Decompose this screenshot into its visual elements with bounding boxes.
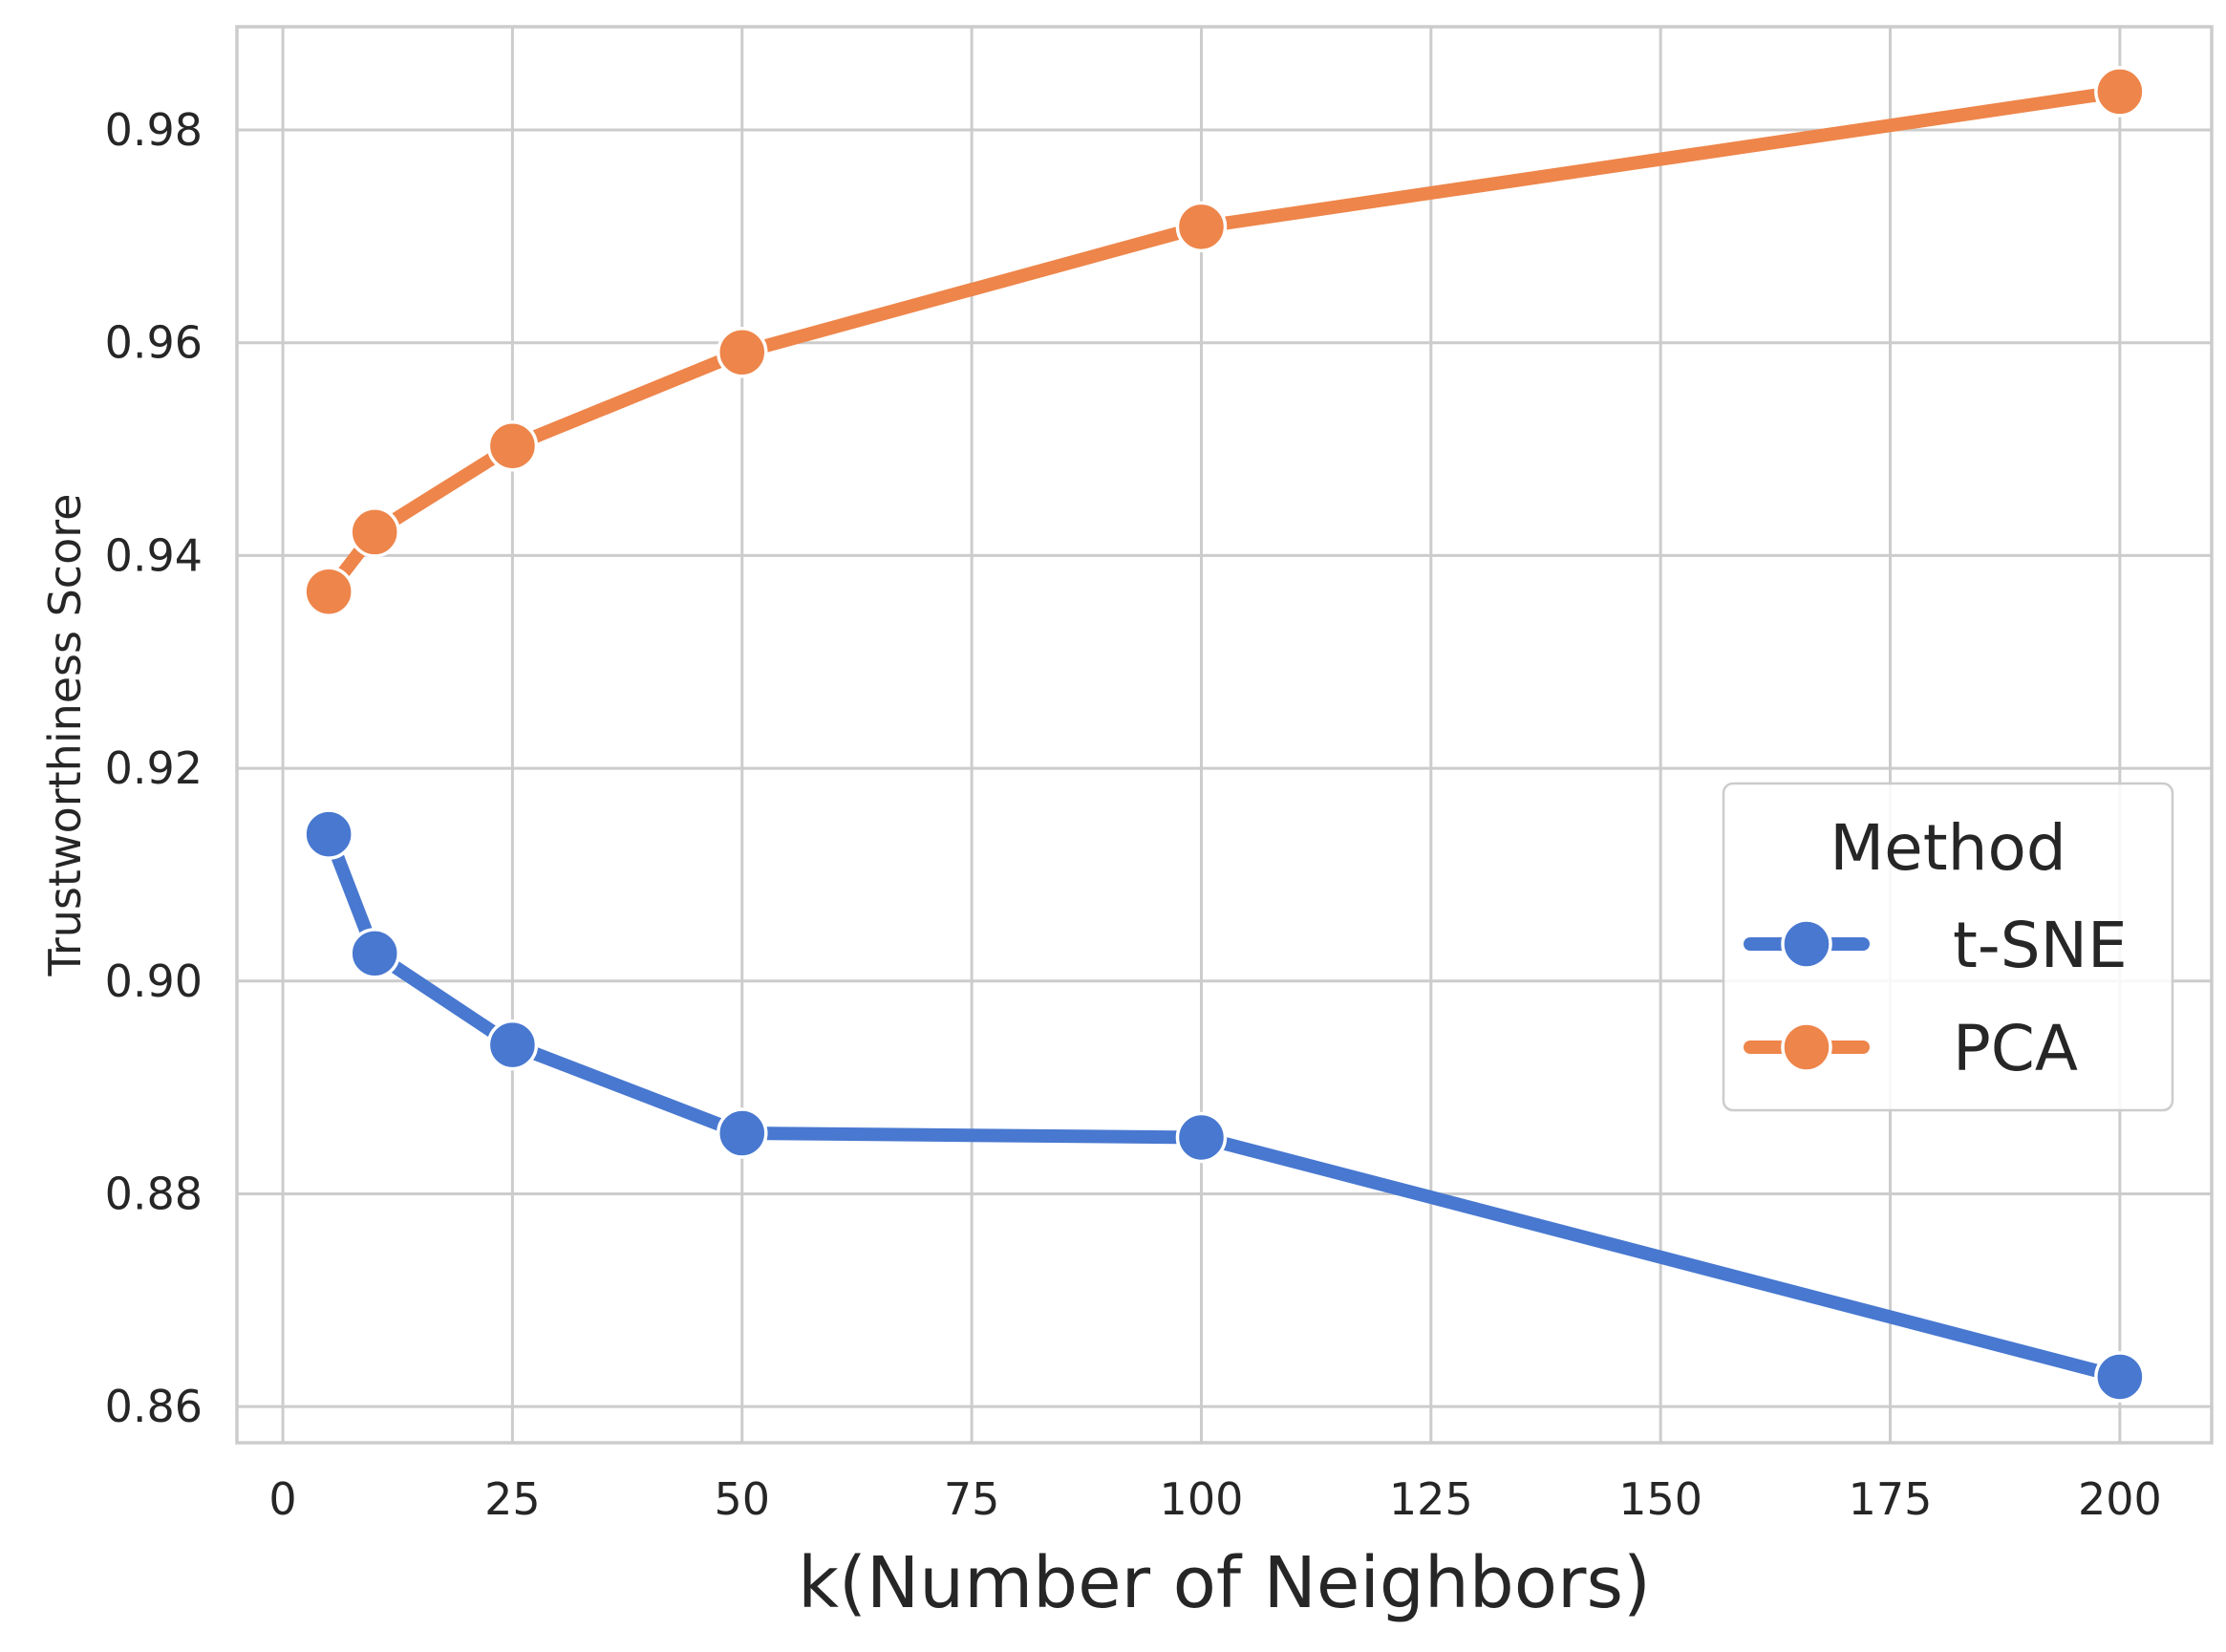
y-tick-label: 0.96 [105,317,203,369]
data-point [2094,66,2146,118]
x-tick-label: 25 [484,1473,541,1525]
x-tick-label: 175 [1849,1473,1933,1525]
data-point [1175,201,1228,253]
legend-entry: PCA [1744,1012,2078,1085]
y-tick-label: 0.94 [105,529,203,581]
x-tick-label: 75 [944,1473,1000,1525]
legend-marker [1781,1021,1832,1073]
series-group [303,66,2146,1403]
y-tick-label: 0.98 [105,104,203,156]
y-tick-label: 0.90 [105,955,203,1007]
legend: Method t-SNE PCA [1722,782,2174,1112]
y-tick-label: 0.92 [105,742,203,794]
data-point [1175,1111,1228,1164]
y-axis-ticks: 0.86 0.88 0.90 0.92 0.94 0.96 0.98 [105,104,203,1432]
data-point [349,506,400,558]
data-point [717,326,768,378]
grid [237,27,2212,1443]
x-tick-label: 50 [714,1473,770,1525]
x-tick-label: 0 [268,1473,296,1525]
x-tick-label: 125 [1389,1473,1473,1525]
data-point [349,928,400,979]
y-tick-label: 0.88 [105,1168,203,1219]
legend-entries: t-SNE PCA [1744,909,2128,1085]
legend-box [1722,782,2174,1112]
data-point [717,1107,768,1159]
data-point [2094,1351,2146,1403]
plot-area-frame [235,25,2214,1445]
x-axis-ticks: 0 25 50 75 100 125 150 175 200 [268,1473,2161,1525]
legend-label: PCA [1953,1012,2078,1085]
legend-entry: t-SNE [1744,909,2128,982]
data-point [486,419,539,472]
x-axis-label: k(Number of Neighbors) [798,1542,1651,1624]
legend-label: t-SNE [1953,909,2128,982]
x-tick-label: 150 [1618,1473,1702,1525]
x-tick-label: 100 [1160,1473,1244,1525]
series-pca [303,66,2146,617]
data-point [303,808,354,860]
x-tick-label: 200 [2078,1473,2162,1525]
y-tick-label: 0.86 [105,1381,203,1432]
data-point [303,566,354,617]
y-axis-label: Trustworthiness Score [39,494,91,977]
series-t-sne [303,808,2146,1403]
data-point [486,1019,539,1071]
legend-title: Method [1830,811,2066,885]
legend-marker [1781,918,1832,970]
